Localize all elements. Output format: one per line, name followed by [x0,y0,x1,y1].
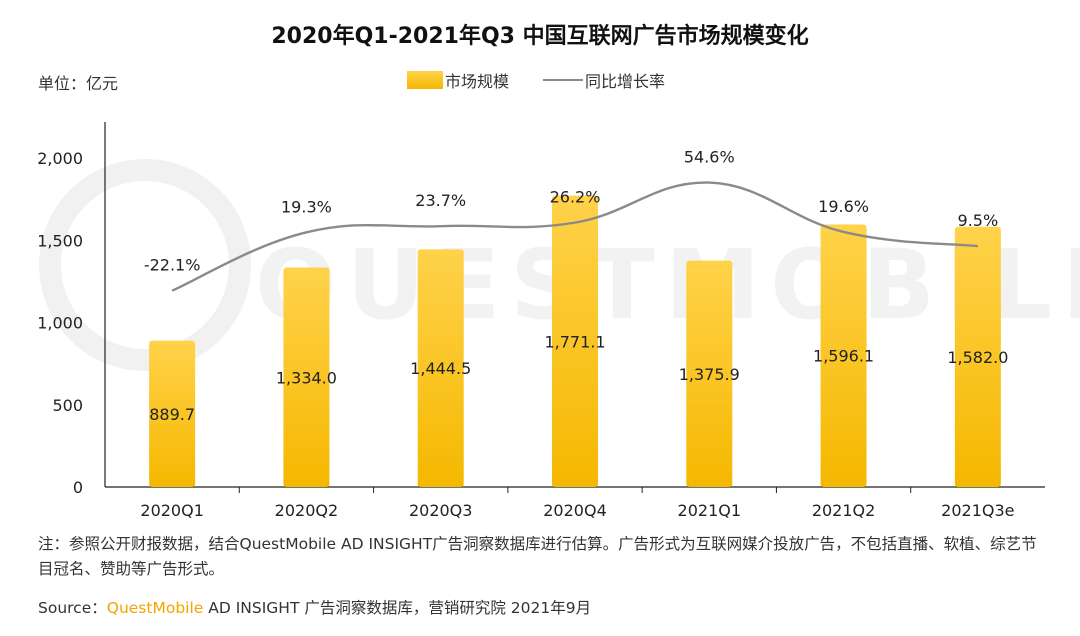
bar-value-label: 1,596.1 [813,347,874,366]
growth-rate-label: 54.6% [684,148,735,167]
y-tick-label: 1,000 [37,314,83,333]
source-line: Source：QuestMobile AD INSIGHT 广告洞察数据库，营销… [38,596,591,618]
x-tick-label: 2020Q2 [275,501,339,520]
y-tick-label: 500 [52,396,83,415]
bar-value-label: 889.7 [149,405,195,424]
x-tick-label: 2020Q3 [409,501,473,520]
source-prefix: Source： [38,599,107,617]
source-rest: AD INSIGHT 广告洞察数据库，营销研究院 2021年9月 [203,599,591,617]
x-tick-label: 2021Q1 [678,501,742,520]
bar-value-label: 1,334.0 [276,368,337,387]
bar-value-label: 1,582.0 [947,348,1008,367]
x-tick-label: 2020Q4 [543,501,607,520]
y-tick-label: 0 [73,478,83,497]
bar-value-label: 1,444.5 [410,359,471,378]
source-brand: QuestMobile [107,599,204,617]
footnote: 注：参照公开财报数据，结合QuestMobile AD INSIGHT广告洞察数… [38,532,1048,582]
growth-rate-label: 9.5% [958,211,999,230]
growth-rate-label: 23.7% [415,191,466,210]
x-tick-label: 2021Q3e [941,501,1014,520]
bar-value-label: 1,771.1 [544,332,605,351]
x-tick-label: 2020Q1 [140,501,204,520]
growth-rate-label: 19.3% [281,197,332,216]
y-tick-label: 2,000 [37,149,83,168]
bar-value-label: 1,375.9 [679,365,740,384]
growth-rate-label: 19.6% [818,197,869,216]
x-tick-label: 2021Q2 [812,501,876,520]
growth-rate-label: 26.2% [550,188,601,207]
growth-rate-label: -22.1% [144,256,201,275]
y-tick-label: 1,500 [37,231,83,250]
